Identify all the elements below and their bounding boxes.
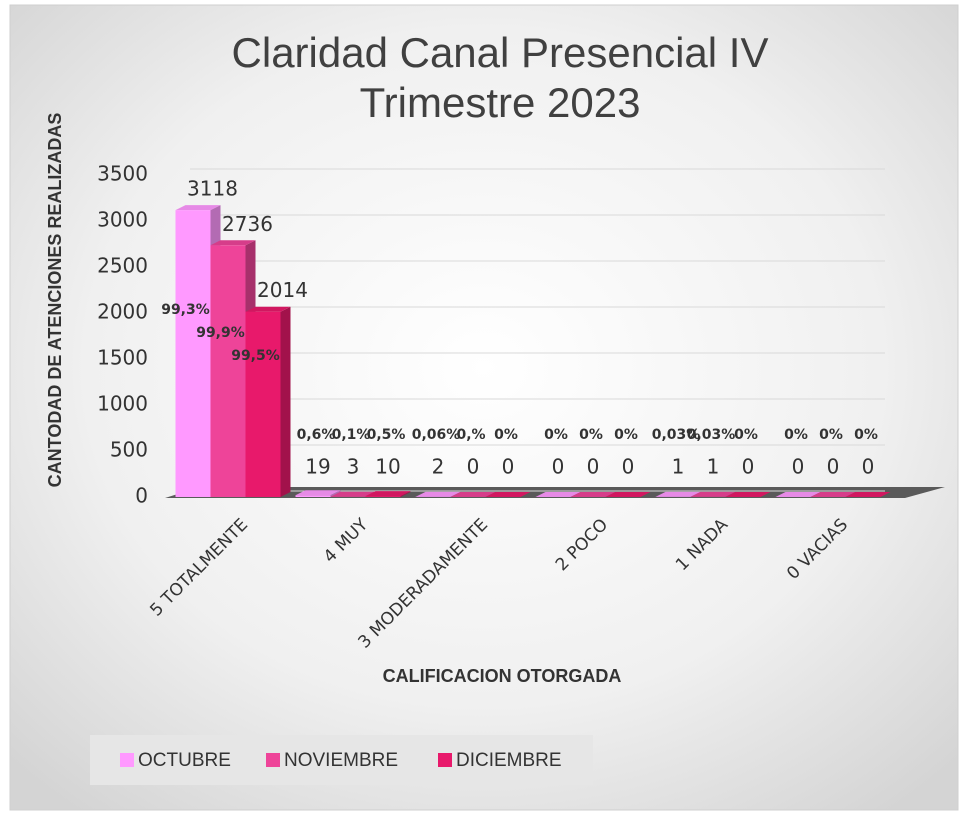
value-label: 0 bbox=[502, 455, 515, 479]
percent-label: 99,3% bbox=[161, 302, 210, 318]
value-label: 0 bbox=[827, 455, 840, 479]
percent-label: 0% bbox=[784, 427, 808, 443]
y-tick-label: 1500 bbox=[97, 346, 148, 370]
bar-top bbox=[810, 492, 856, 497]
value-label: 0 bbox=[742, 455, 755, 479]
legend-label: NOVIEMBRE bbox=[284, 750, 398, 771]
bar-top bbox=[175, 205, 221, 211]
bar-group bbox=[775, 492, 821, 497]
percent-label: 0,% bbox=[456, 427, 485, 443]
percent-label: 0% bbox=[614, 427, 638, 443]
bar-top bbox=[210, 240, 256, 246]
percent-label: 99,5% bbox=[231, 348, 280, 364]
value-label: 0 bbox=[792, 455, 805, 479]
bar-top bbox=[365, 491, 411, 497]
value-label: 10 bbox=[375, 455, 400, 479]
bar bbox=[210, 245, 246, 497]
bar-group bbox=[365, 491, 411, 497]
bar bbox=[245, 311, 281, 497]
chart-title: Claridad Canal Presencial IV Trimestre 2… bbox=[231, 29, 769, 126]
bar-side bbox=[280, 306, 291, 497]
legend-label: DICIEMBRE bbox=[456, 750, 562, 771]
bar-group bbox=[810, 492, 856, 497]
bar-top bbox=[450, 492, 496, 497]
percent-label: 99,9% bbox=[196, 325, 245, 341]
value-label: 0 bbox=[862, 455, 875, 479]
y-axis-label: CANTODAD DE ATENCIONES REALIZADAS bbox=[45, 113, 65, 488]
bar-group bbox=[570, 492, 616, 497]
percent-label: 0% bbox=[819, 427, 843, 443]
bar-top bbox=[775, 492, 821, 497]
bar-group bbox=[535, 492, 581, 497]
bar-group bbox=[725, 492, 771, 497]
y-tick-label: 2000 bbox=[97, 300, 148, 324]
y-tick-label: 0 bbox=[135, 484, 148, 508]
bar-top bbox=[295, 490, 341, 496]
legend-swatch bbox=[266, 753, 280, 767]
bar-top bbox=[725, 492, 771, 497]
bar-top bbox=[330, 491, 376, 497]
percent-label: 0,03% bbox=[687, 427, 736, 443]
bar-top bbox=[570, 492, 616, 497]
value-label: 3118 bbox=[187, 177, 238, 201]
value-label: 3 bbox=[347, 455, 360, 479]
y-tick-label: 3000 bbox=[97, 208, 148, 232]
percent-label: 0,06% bbox=[412, 427, 461, 443]
bar-top bbox=[415, 491, 461, 497]
percent-label: 0% bbox=[579, 427, 603, 443]
bar-top bbox=[845, 492, 891, 497]
value-label: 2014 bbox=[257, 278, 308, 302]
bar bbox=[295, 495, 331, 497]
y-tick-label: 3500 bbox=[97, 162, 148, 186]
bar-side bbox=[330, 490, 341, 497]
bar-top bbox=[485, 492, 531, 497]
legend-swatch bbox=[120, 753, 134, 767]
percent-label: 0,6% bbox=[297, 427, 336, 443]
value-label: 1 bbox=[707, 455, 720, 479]
percent-label: 0,1% bbox=[332, 427, 371, 443]
bar-group bbox=[450, 492, 496, 497]
bar-side bbox=[400, 491, 411, 497]
bar-group bbox=[245, 306, 291, 497]
percent-label: 0% bbox=[854, 427, 878, 443]
legend-box bbox=[90, 735, 593, 785]
value-label: 0 bbox=[467, 455, 480, 479]
bar-group bbox=[415, 491, 461, 497]
value-label: 0 bbox=[552, 455, 565, 479]
bar-group bbox=[605, 492, 651, 497]
value-label: 2 bbox=[432, 455, 445, 479]
value-label: 0 bbox=[587, 455, 600, 479]
value-label: 1 bbox=[672, 455, 685, 479]
bar-side bbox=[725, 491, 736, 497]
chart-background bbox=[9, 4, 959, 811]
value-label: 19 bbox=[305, 455, 330, 479]
bar-group bbox=[295, 490, 341, 497]
legend-label: OCTUBRE bbox=[138, 750, 231, 771]
bar-group bbox=[690, 491, 736, 497]
percent-label: 0% bbox=[494, 427, 518, 443]
bar-top bbox=[245, 306, 291, 312]
bar-top bbox=[655, 491, 701, 497]
value-label: 0 bbox=[622, 455, 635, 479]
bar-group bbox=[485, 492, 531, 497]
bar-top bbox=[690, 491, 736, 497]
percent-label: 0% bbox=[544, 427, 568, 443]
bar-top bbox=[535, 492, 581, 497]
legend-swatch bbox=[438, 753, 452, 767]
y-tick-label: 500 bbox=[110, 438, 148, 462]
bar-top bbox=[605, 492, 651, 497]
percent-label: 0,5% bbox=[367, 427, 406, 443]
bar bbox=[365, 496, 401, 497]
value-label: 2736 bbox=[222, 212, 273, 236]
bar-side bbox=[450, 491, 461, 497]
x-axis-label: CALIFICACION OTORGADA bbox=[383, 666, 622, 686]
y-tick-label: 1000 bbox=[97, 392, 148, 416]
percent-label: 0,03% bbox=[652, 427, 701, 443]
percent-label: 0% bbox=[734, 427, 758, 443]
bar-group bbox=[845, 492, 891, 497]
bar bbox=[175, 210, 211, 498]
y-tick-label: 2500 bbox=[97, 254, 148, 278]
